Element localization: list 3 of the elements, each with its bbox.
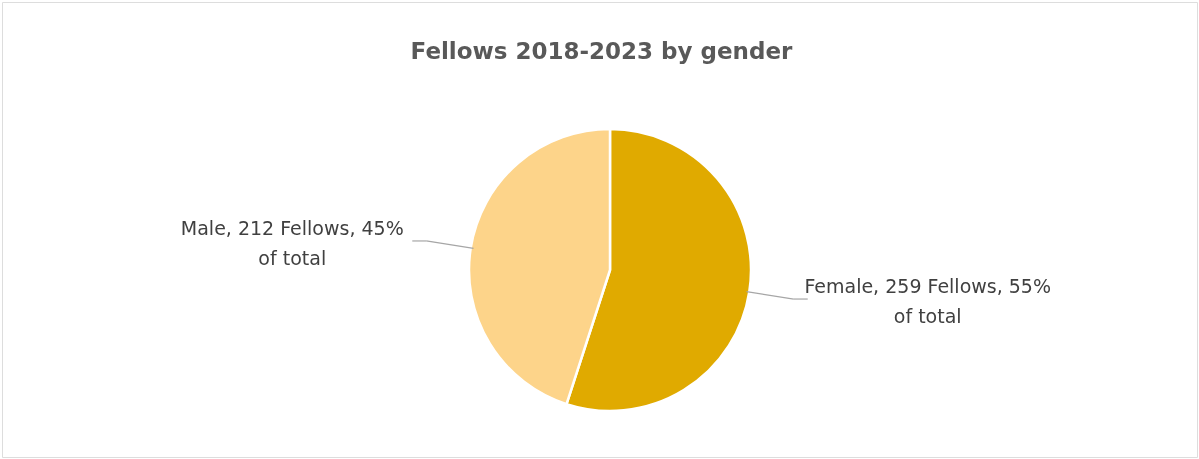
slice-label: Male, 212 Fellows, 45% of total [180, 216, 404, 269]
slice-label: Female, 259 Fellows, 55% of total [804, 275, 1052, 328]
chart-title: Fellows 2018-2023 by gender [410, 38, 794, 64]
